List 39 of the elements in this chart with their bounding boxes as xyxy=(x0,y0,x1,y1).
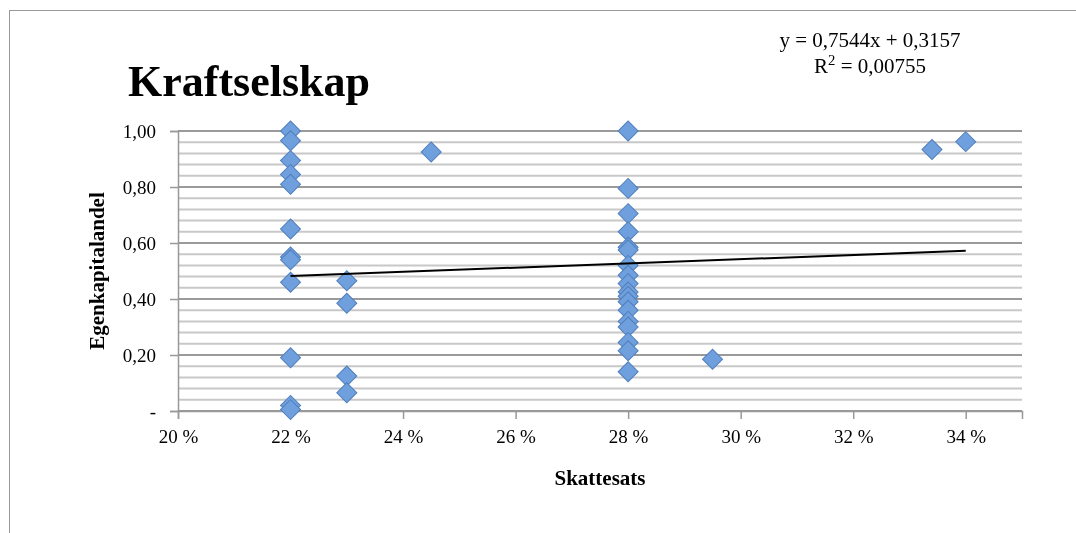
y-tick-label: 0,80 xyxy=(122,176,156,198)
x-tick-label: 26 % xyxy=(496,425,537,447)
point xyxy=(280,130,302,152)
point xyxy=(336,365,358,387)
y-axis-title: Egenkapitalandel xyxy=(85,192,109,350)
x-tick-label: 34 % xyxy=(946,425,987,447)
point xyxy=(280,347,302,369)
point xyxy=(617,120,639,142)
chart-title: Kraftselskap xyxy=(128,57,370,106)
x-tick-label: 32 % xyxy=(833,425,874,447)
point xyxy=(280,173,302,195)
y-tick-label: 0,40 xyxy=(122,288,156,310)
point xyxy=(336,292,358,314)
y-tick-label: 0,60 xyxy=(122,232,156,254)
point xyxy=(280,271,302,293)
y-tick-label: 1,00 xyxy=(122,120,156,142)
x-axis-title: Skattesats xyxy=(554,466,646,490)
point xyxy=(921,138,943,160)
point xyxy=(280,218,302,240)
point xyxy=(617,177,639,199)
point xyxy=(336,270,358,292)
point xyxy=(617,203,639,225)
point xyxy=(336,382,358,404)
point xyxy=(955,131,977,153)
x-tick-label: 30 % xyxy=(721,425,762,447)
text: y = 0,7544x + 0,3157 xyxy=(779,28,961,52)
text: R$^{2}$ = 0,00755 xyxy=(814,52,926,78)
x-tick-label: 28 % xyxy=(608,425,649,447)
point xyxy=(702,348,724,370)
point xyxy=(617,340,639,362)
x-tick-label: 24 % xyxy=(383,425,424,447)
point xyxy=(617,361,639,383)
y-tick-label: 0,20 xyxy=(122,344,156,366)
point xyxy=(420,141,442,163)
y-tick-label: - xyxy=(149,400,156,422)
x-tick-label: 22 % xyxy=(271,425,311,447)
x-tick-label: 20 % xyxy=(158,425,199,447)
point xyxy=(617,316,639,338)
point xyxy=(280,399,302,421)
